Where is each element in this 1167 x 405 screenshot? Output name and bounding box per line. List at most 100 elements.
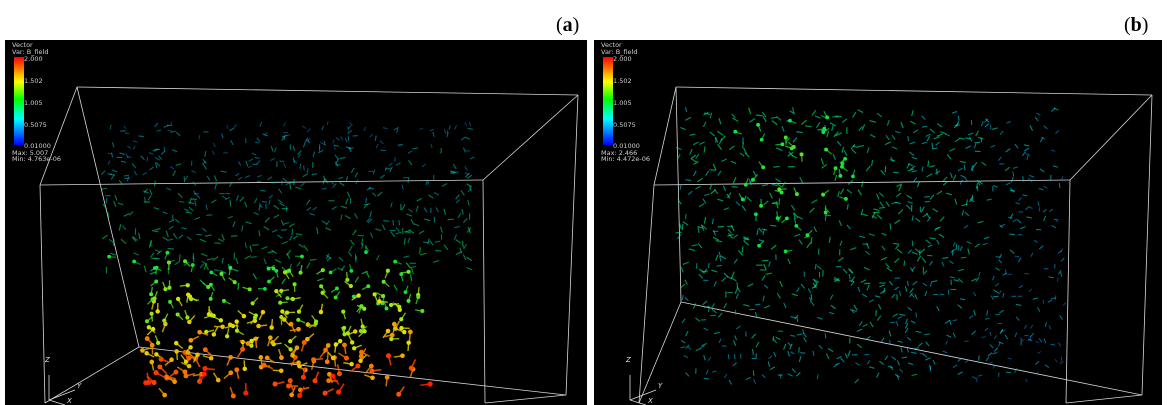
vector-glyph-head <box>843 156 848 161</box>
vector-glyph <box>971 278 977 282</box>
vector-glyph-head <box>840 161 845 166</box>
vector-glyph <box>435 249 442 252</box>
vector-glyph <box>720 255 727 260</box>
vector-glyph <box>105 198 108 204</box>
vector-glyph <box>717 143 723 151</box>
vector-glyph <box>834 115 842 118</box>
vector-glyph <box>984 118 989 123</box>
vector-glyph <box>1007 357 1012 360</box>
vector-glyph <box>837 191 840 198</box>
vector-glyph <box>787 350 790 357</box>
legend-tick: 0.5075 <box>24 121 47 129</box>
vector-glyph <box>1012 166 1018 169</box>
vector-glyph-head <box>825 115 830 120</box>
vector-glyph <box>425 179 428 186</box>
vector-glyph-head <box>175 296 181 302</box>
vector-glyph <box>396 128 399 134</box>
vector-glyph <box>685 330 689 337</box>
vector-glyph <box>909 288 914 294</box>
vector-glyph <box>118 179 124 186</box>
vector-glyph <box>408 208 413 213</box>
vector-glyph-head <box>381 279 386 284</box>
vector-glyph <box>695 153 700 159</box>
vector-glyph <box>821 163 827 169</box>
vector-glyph <box>768 355 773 360</box>
vector-glyph <box>365 197 368 203</box>
vector-glyph-head <box>227 322 233 327</box>
vector-glyph <box>280 219 285 226</box>
vector-glyph <box>690 154 697 160</box>
vector-glyph <box>109 173 115 176</box>
vector-glyph <box>941 261 945 267</box>
vector-glyph-head <box>789 146 794 151</box>
vector-glyph <box>688 190 693 196</box>
vector-glyph-head <box>296 360 301 365</box>
vector-glyph <box>906 194 913 200</box>
vector-glyph-head <box>408 365 414 371</box>
vector-glyph <box>888 280 894 286</box>
vector-glyph-head <box>779 190 784 195</box>
vector-glyph <box>839 188 845 195</box>
vector-glyph <box>366 186 372 191</box>
vector-glyph <box>944 133 950 137</box>
vector-glyph <box>205 204 208 211</box>
color-scale-bar <box>603 57 613 145</box>
vector-glyph <box>808 297 812 303</box>
vector-glyph <box>820 158 824 165</box>
vector-glyph-head <box>232 280 237 285</box>
vector-glyph <box>464 172 470 178</box>
vector-glyph-head <box>165 250 170 255</box>
vector-glyph <box>154 249 161 253</box>
vector-glyph <box>1005 148 1011 153</box>
vector-glyph-head <box>406 269 411 274</box>
vector-glyph <box>687 345 692 350</box>
vector-glyph <box>163 146 166 152</box>
vector-glyph-head <box>821 130 826 135</box>
vector-glyph <box>884 355 889 361</box>
vector-glyph <box>894 219 901 225</box>
vector-glyph <box>455 251 462 256</box>
vector-glyph <box>1005 371 1012 374</box>
vector-glyph <box>345 146 352 150</box>
vector-glyph <box>850 247 857 251</box>
vector-glyph <box>770 116 778 119</box>
vector-glyph <box>1015 202 1021 205</box>
vector-glyph <box>918 342 923 347</box>
vector-glyph <box>889 159 896 162</box>
vector-glyph <box>992 351 998 355</box>
vector-glyph <box>830 304 836 310</box>
vector-glyph <box>235 257 239 265</box>
vector-glyph <box>685 344 690 349</box>
vector-glyph <box>707 262 710 269</box>
vector-glyph <box>1016 218 1022 224</box>
vector-glyph <box>812 350 815 356</box>
vector-glyph-head <box>169 357 174 362</box>
vector-glyph <box>377 191 383 197</box>
vector-glyph <box>1048 325 1052 330</box>
vector-glyph-head <box>396 391 402 397</box>
vector-glyph <box>868 299 874 303</box>
vector-glyph <box>675 146 682 151</box>
vector-glyph <box>911 266 916 272</box>
vector-glyph <box>770 244 777 250</box>
vector-glyph <box>998 341 1001 347</box>
vector-glyph <box>958 137 965 140</box>
vector-glyph <box>781 181 786 188</box>
vector-glyph <box>723 302 728 309</box>
vector-glyph <box>113 200 117 207</box>
vector-glyph <box>232 221 236 228</box>
vector-glyph <box>309 258 317 261</box>
vector-glyph <box>423 207 428 213</box>
vector-glyph <box>853 304 858 311</box>
vector-glyph <box>1059 315 1063 320</box>
vector-glyph <box>382 224 386 231</box>
vector-glyph <box>705 369 709 375</box>
vector-glyph <box>133 252 139 256</box>
vector-glyph <box>793 213 796 220</box>
vector-glyph <box>340 136 343 141</box>
vector-glyph <box>395 231 402 235</box>
vector-glyph-head <box>188 345 193 350</box>
vector-glyph <box>429 128 435 132</box>
vector-glyph <box>894 244 900 250</box>
vector-glyph <box>407 150 413 154</box>
